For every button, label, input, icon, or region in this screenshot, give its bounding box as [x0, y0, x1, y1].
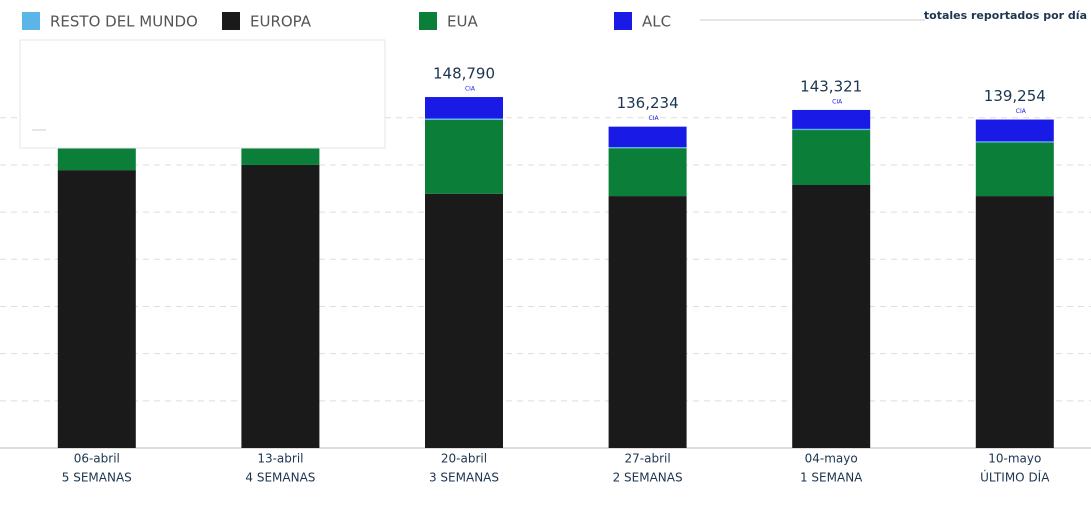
bar-segment	[608, 126, 687, 148]
legend-swatch	[22, 12, 40, 30]
bar-segment	[425, 118, 503, 120]
legend-swatch	[614, 12, 632, 30]
bar-segment	[975, 141, 1054, 143]
source-mark: CIA	[1016, 108, 1027, 115]
x-tick-sublabel: 4 SEMANAS	[245, 471, 315, 485]
bar-segment	[241, 164, 320, 448]
legend-swatch	[222, 12, 240, 30]
bar-segment	[792, 184, 871, 448]
x-tick-label: 13-abril	[257, 452, 303, 466]
total-label: 143,321	[800, 77, 862, 95]
x-tick-label: 20-abril	[441, 452, 487, 466]
x-tick-sublabel: 5 SEMANAS	[62, 471, 132, 485]
bar-segment	[975, 119, 1054, 142]
bar-segment	[425, 193, 503, 448]
total-label: 136,234	[617, 94, 679, 112]
x-tick-label: 06-abril	[74, 452, 120, 466]
x-tick-sublabel: 2 SEMANAS	[613, 471, 683, 485]
legend-label: RESTO DEL MUNDO	[50, 13, 198, 31]
bar-segment	[608, 147, 687, 149]
total-label: 148,790	[433, 65, 495, 83]
legend-label: EUA	[447, 13, 478, 31]
bar-segment	[975, 196, 1054, 448]
legend-label: ALC	[642, 13, 671, 31]
bar-segment	[608, 196, 687, 448]
x-tick-label: 27-abril	[625, 452, 671, 466]
bar-segment	[792, 130, 871, 185]
legend-swatch	[419, 12, 437, 30]
source-mark: CIA	[832, 98, 843, 105]
source-mark: CIA	[465, 86, 476, 93]
bar-segment	[608, 148, 687, 197]
bar-segment	[792, 128, 871, 131]
legend-label: EUROPA	[250, 13, 312, 31]
bar-segment	[975, 142, 1054, 197]
bar-segment	[57, 170, 136, 448]
tooltip-box	[19, 39, 386, 149]
bar-segment	[425, 119, 503, 194]
bar-segment	[425, 97, 503, 119]
x-tick-sublabel: 1 SEMANA	[800, 471, 863, 485]
x-tick-sublabel: ÚLTIMO DÍA	[980, 470, 1050, 485]
subtitle: totales reportados por día	[924, 9, 1087, 22]
x-tick-label: 04-mayo	[805, 452, 858, 466]
x-tick-sublabel: 3 SEMANAS	[429, 471, 499, 485]
bar-segment	[792, 109, 871, 129]
source-mark: CIA	[649, 115, 660, 122]
x-tick-label: 10-mayo	[988, 452, 1041, 466]
total-label: 139,254	[984, 87, 1046, 105]
